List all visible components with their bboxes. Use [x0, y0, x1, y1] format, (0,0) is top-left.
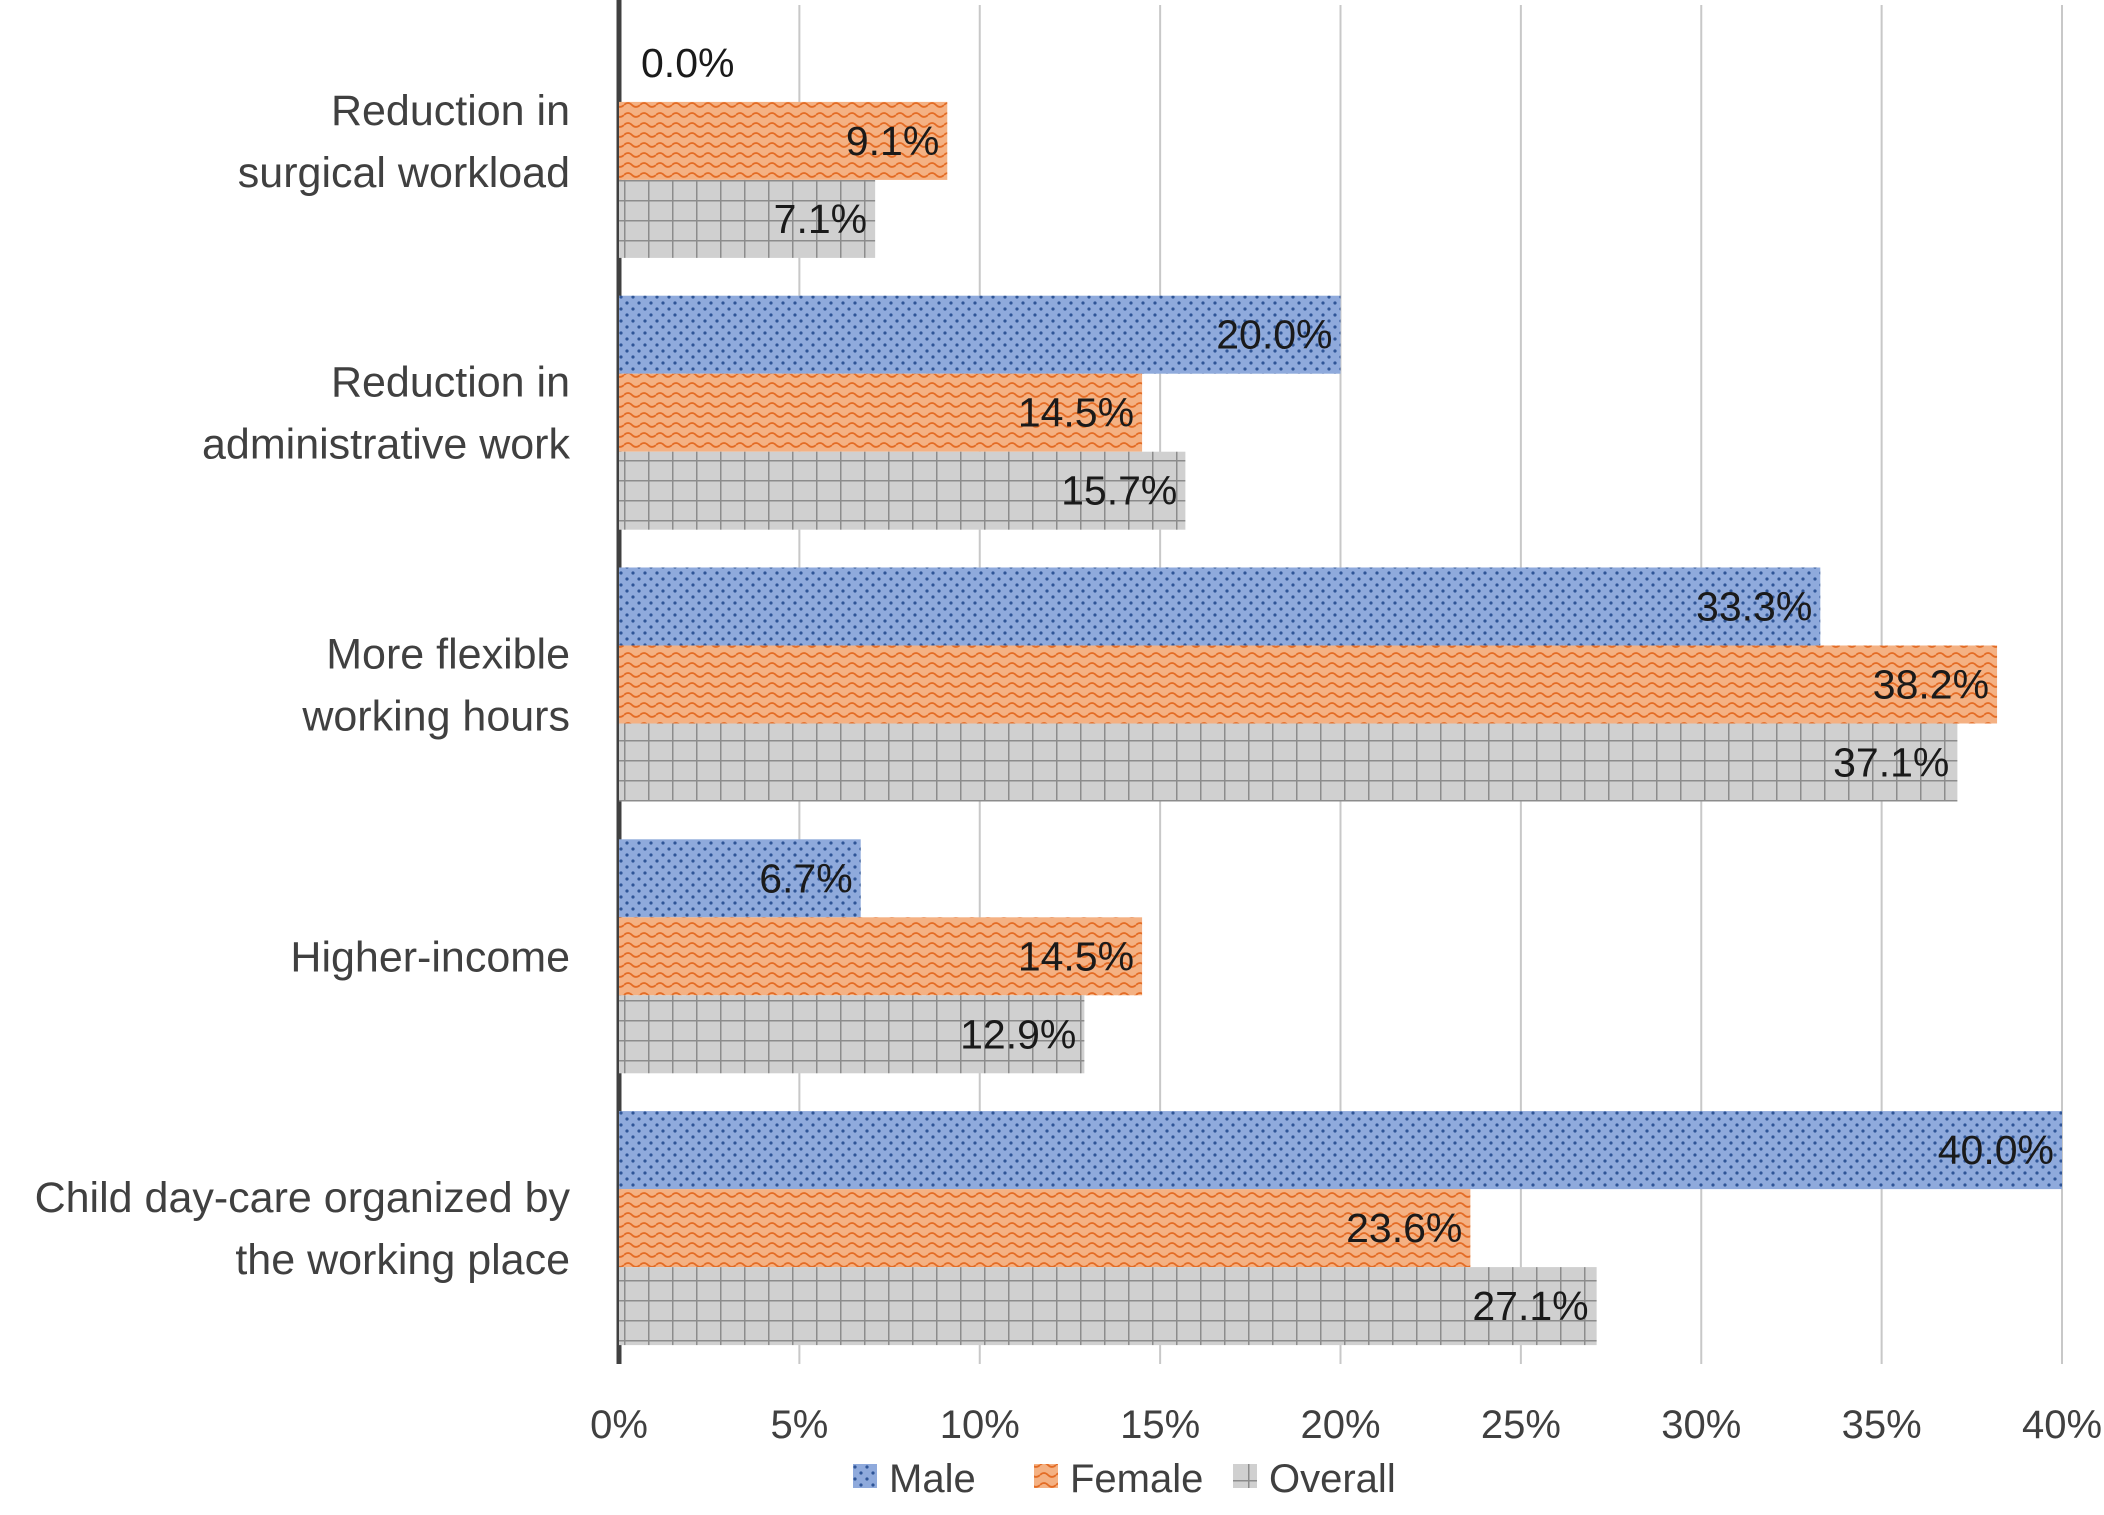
category-label: Reduction in [331, 87, 570, 135]
category-label: Higher-income [290, 933, 570, 981]
data-label-overall: 27.1% [1472, 1283, 1588, 1329]
legend-label-male: Male [889, 1457, 976, 1501]
data-label-overall: 37.1% [1833, 740, 1949, 786]
legend-swatch-male [853, 1464, 877, 1488]
data-label-female: 9.1% [846, 118, 939, 164]
x-tick-label: 35% [1842, 1403, 1922, 1447]
bar-male [619, 1111, 2062, 1190]
bar-female [619, 101, 948, 180]
data-labels: 0.0% 9.1% 7.1% 20.0% 14.5% 15.7% 33.3% 38.2% 37.… [641, 40, 2054, 1329]
x-tick-label: 5% [770, 1403, 828, 1447]
bar-overall [619, 1267, 1597, 1346]
data-label-overall: 12.9% [960, 1011, 1076, 1057]
legend-label-female: Female [1070, 1457, 1203, 1501]
x-tick-label: 40% [2022, 1403, 2102, 1447]
category-label: surgical workload [238, 149, 570, 197]
bar-male [619, 567, 1821, 646]
bar-male [619, 839, 861, 918]
bars [619, 101, 2062, 1346]
category-label: More flexible [326, 631, 570, 679]
category-label: the working place [235, 1236, 570, 1284]
data-label-male: 6.7% [759, 855, 852, 901]
data-label-male: 33.3% [1696, 584, 1812, 630]
legend-label-overall: Overall [1269, 1457, 1396, 1501]
legend-swatch-female [1034, 1464, 1058, 1488]
bar-overall [619, 995, 1085, 1074]
data-label-male: 0.0% [641, 40, 734, 86]
bar-overall [619, 451, 1186, 530]
data-label-female: 38.2% [1873, 662, 1989, 708]
bar-overall [619, 723, 1958, 802]
x-tick-label: 30% [1661, 1403, 1741, 1447]
category-labels: Reduction in surgical workload Reduction i… [35, 87, 571, 1284]
bar-female [619, 645, 1998, 724]
data-label-overall: 15.7% [1061, 468, 1177, 514]
bar-male [619, 295, 1341, 374]
category-label: administrative work [202, 421, 570, 469]
legend-swatch-overall [1233, 1464, 1257, 1488]
data-label-female: 14.5% [1018, 390, 1134, 436]
x-tick-label: 15% [1120, 1403, 1200, 1447]
x-tick-label: 20% [1300, 1403, 1380, 1447]
data-label-overall: 7.1% [774, 196, 867, 242]
bar-female [619, 373, 1143, 452]
data-label-female: 23.6% [1346, 1205, 1462, 1251]
category-label: Child day-care organized by [35, 1174, 571, 1222]
x-tick-label: 10% [940, 1403, 1020, 1447]
category-label: working hours [301, 693, 570, 741]
data-label-male: 20.0% [1216, 312, 1332, 358]
x-axis-ticks: 0% 5% 10% 15% 20% 25% 30% 35% 40% [590, 1403, 2102, 1447]
x-tick-label: 0% [590, 1403, 648, 1447]
x-tick-label: 25% [1481, 1403, 1561, 1447]
data-label-female: 14.5% [1018, 933, 1134, 979]
data-label-male: 40.0% [1938, 1127, 2054, 1173]
category-label: Reduction in [331, 359, 570, 407]
legend: Male Female Overall [853, 1457, 1396, 1501]
bar-overall [619, 179, 876, 258]
bar-female [619, 1189, 1471, 1268]
bar-female [619, 917, 1143, 996]
